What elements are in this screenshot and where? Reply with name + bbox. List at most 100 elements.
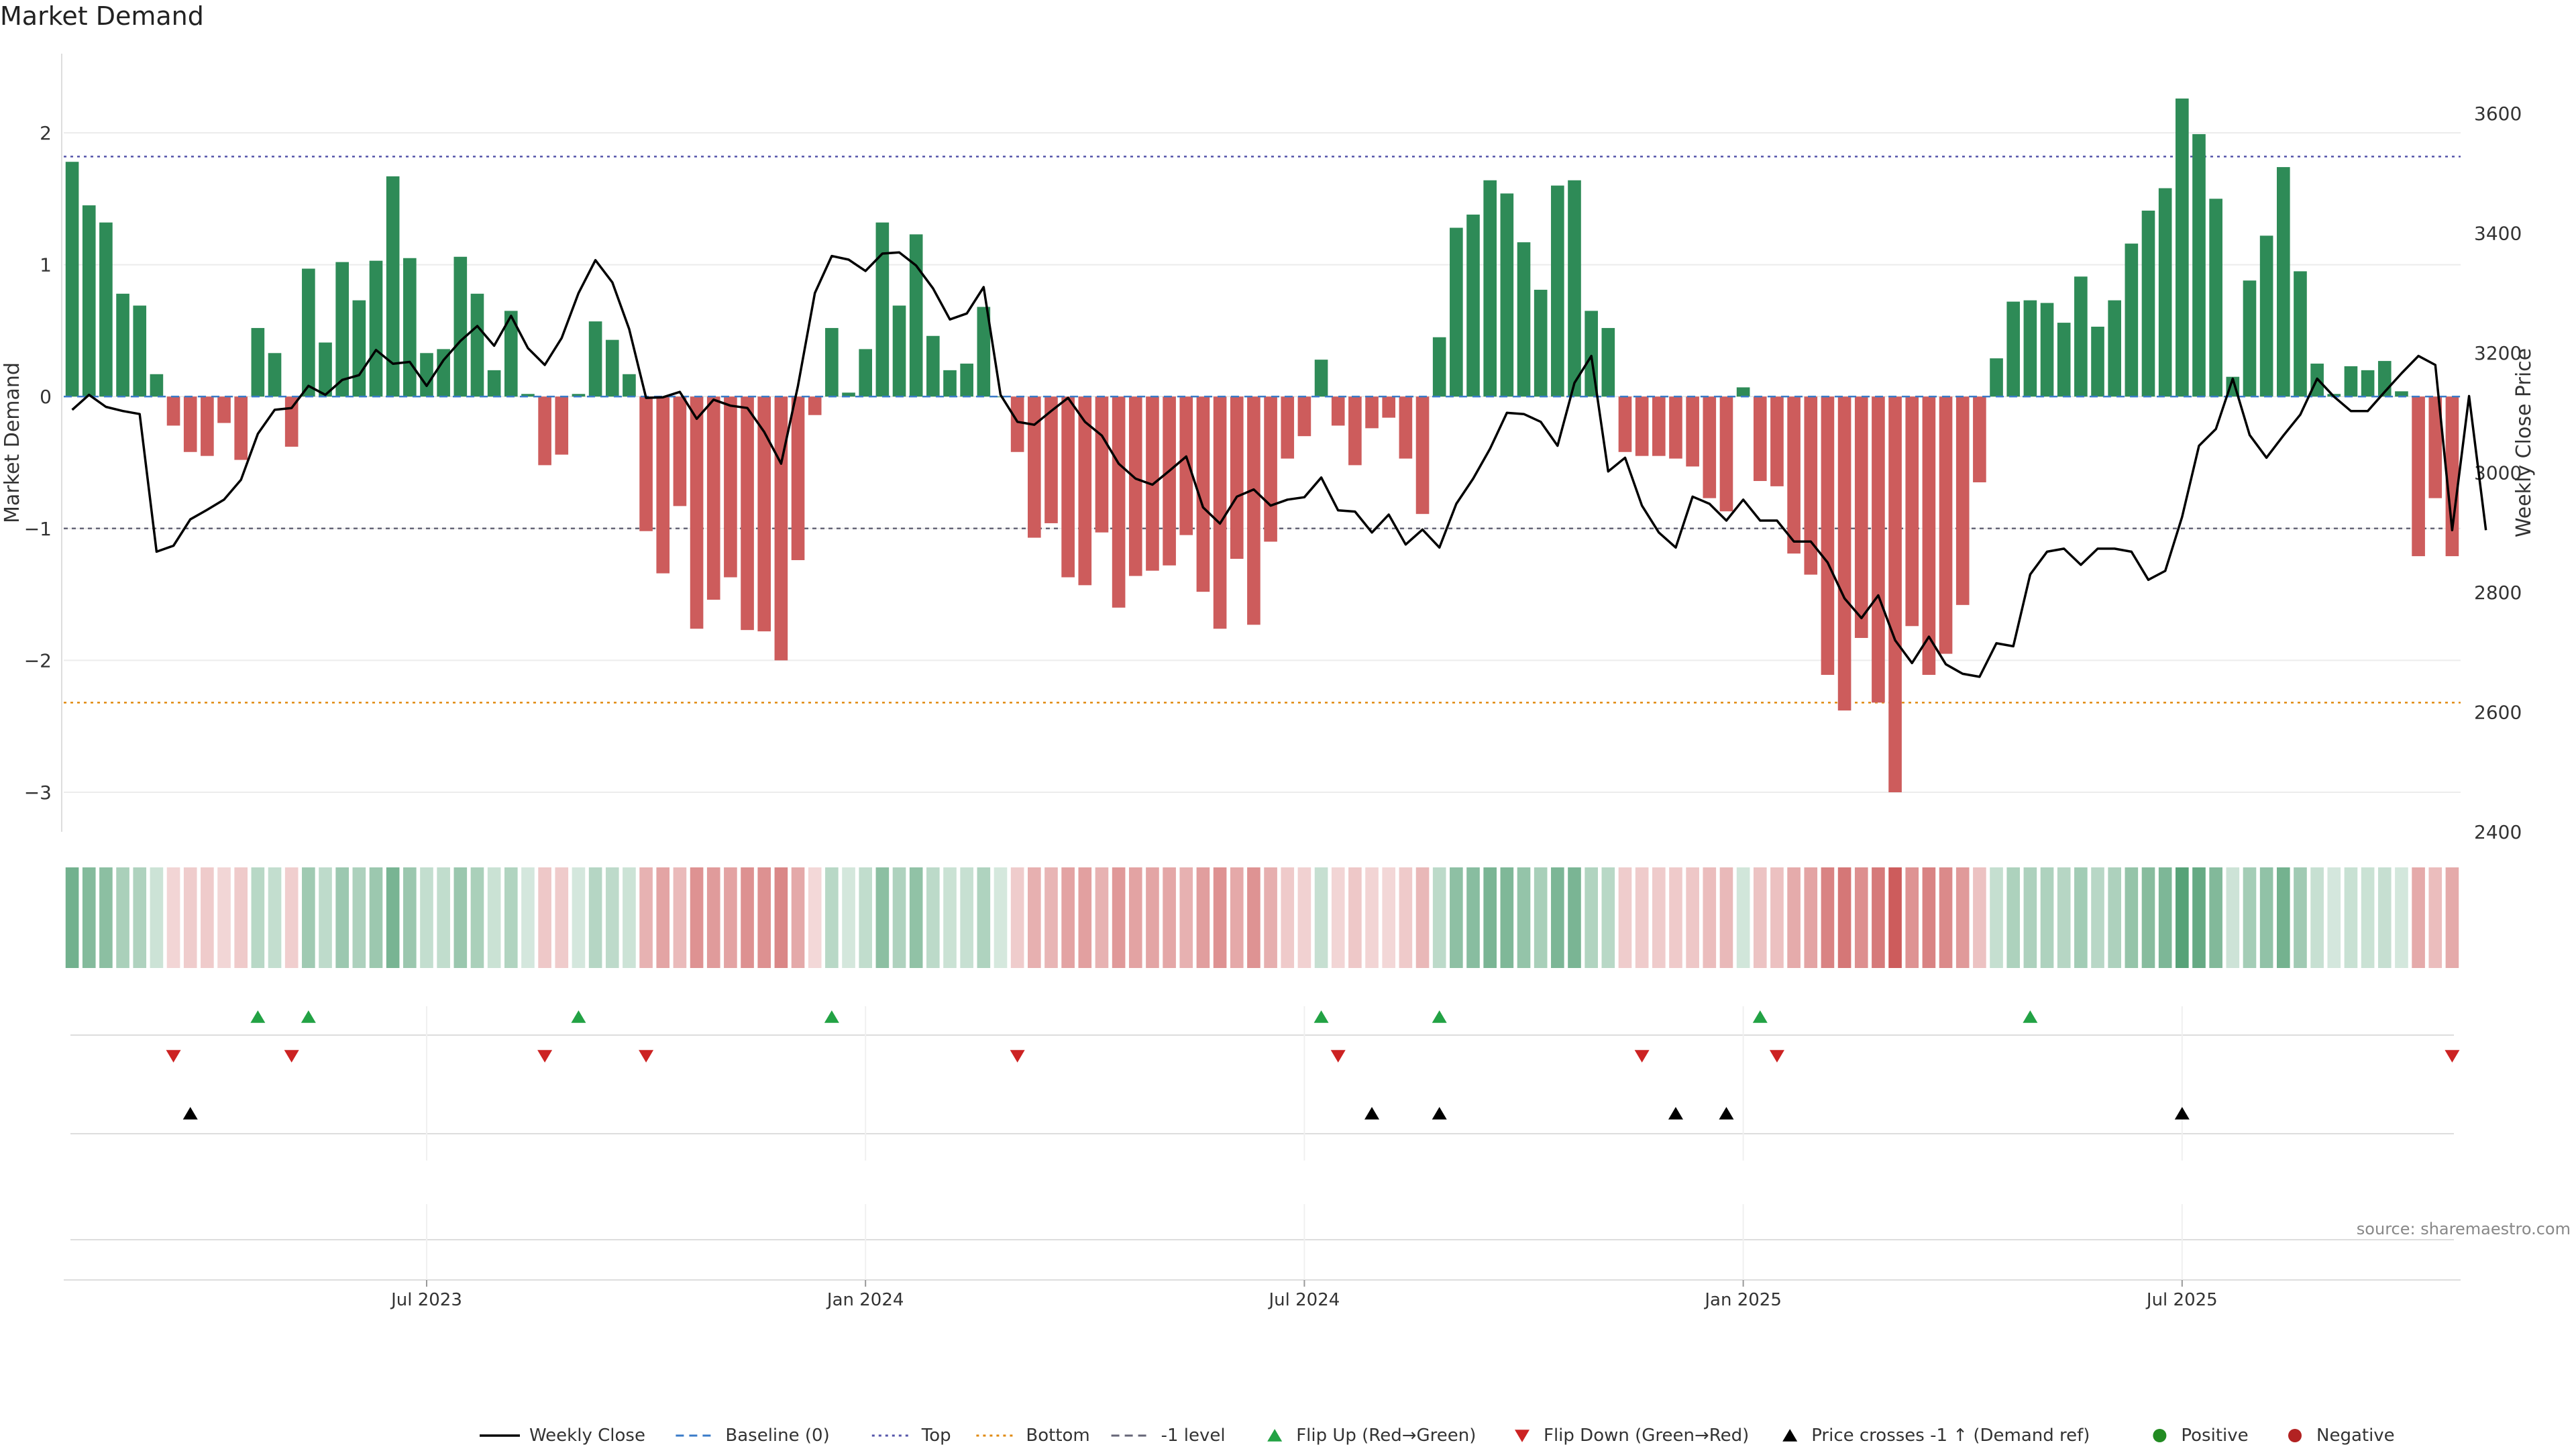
demand-bar (623, 374, 636, 397)
demand-heat-cell (842, 867, 855, 968)
demand-heat-cell (1770, 867, 1784, 968)
demand-heat-cell (690, 867, 704, 968)
demand-bar (1163, 396, 1176, 566)
demand-heat-cell (2327, 867, 2341, 968)
demand-heat-cell (1348, 867, 1362, 968)
y-tick-label: 1 (40, 254, 52, 276)
flip-up-marker (571, 1010, 586, 1023)
demand-heat-cell (2176, 867, 2189, 968)
demand-bar (284, 396, 299, 447)
demand-heat-cell (1281, 867, 1295, 968)
demand-heat-cell (2141, 867, 2155, 968)
demand-bar (403, 258, 417, 397)
demand-heat-cell (1551, 867, 1564, 968)
demand-bar (82, 205, 96, 397)
legend-marker-swatch (1782, 1429, 1798, 1442)
demand-bar (572, 394, 586, 397)
demand-bar (116, 293, 129, 397)
demand-heat-cell (487, 867, 501, 968)
demand-heat-cell (2412, 867, 2425, 968)
demand-heat-cell (909, 867, 923, 968)
demand-heat-cell (403, 867, 417, 968)
demand-heat-cell (2091, 867, 2104, 968)
demand-heat-cell (977, 867, 991, 968)
demand-bar (2108, 300, 2121, 397)
demand-heat-cell (2226, 867, 2240, 968)
demand-heat-cell (1601, 867, 1615, 968)
demand-bar (892, 305, 906, 397)
demand-bar (453, 256, 468, 397)
demand-heat-cell (234, 867, 248, 968)
demand-heat-cell (1939, 867, 1953, 968)
demand-heat-cell (1736, 867, 1750, 968)
y-tick-label: 2 (40, 122, 52, 144)
demand-heat-cell (1872, 867, 1885, 968)
demand-heat-cell (555, 867, 569, 968)
demand-bar (2259, 235, 2273, 397)
demand-heat-cell (2395, 867, 2408, 968)
demand-heat-cell (2209, 867, 2222, 968)
demand-bar (1297, 396, 1311, 437)
price-cross-marker (2174, 1107, 2190, 1120)
weekly-close-line (71, 251, 2487, 678)
demand-heat-cell (605, 867, 619, 968)
demand-heat-cell (420, 867, 433, 968)
demand-heat-cell (201, 867, 214, 968)
demand-heat-cell (1095, 867, 1109, 968)
x-tick-label: Jul 2024 (1267, 1290, 1340, 1310)
demand-heat-cell (2276, 867, 2290, 968)
y2-tick-label: 2400 (2474, 821, 2522, 843)
demand-heat-cell (623, 867, 636, 968)
demand-bar (1466, 214, 1480, 397)
demand-bar (251, 327, 265, 397)
demand-bar (2074, 276, 2088, 397)
y2-tick-label: 3400 (2474, 223, 2522, 245)
demand-bar (1483, 180, 1497, 397)
demand-heat-cell (82, 867, 96, 968)
demand-bar (1179, 396, 1193, 535)
demand-heat-cell (706, 867, 720, 968)
demand-bar (1652, 396, 1666, 456)
demand-heat-cell (251, 867, 265, 968)
y2-tick-label: 3200 (2474, 342, 2522, 364)
demand-bar (1753, 396, 1767, 482)
demand-bar (133, 305, 147, 397)
demand-bar (1028, 396, 1041, 538)
demand-bar (1432, 337, 1446, 397)
demand-bar (1736, 387, 1750, 397)
demand-heat-cell (1973, 867, 1986, 968)
demand-heat-cell (1196, 867, 1210, 968)
legend-marker-swatch (1267, 1429, 1283, 1442)
demand-bar (1601, 327, 1615, 397)
demand-bar (1264, 396, 1277, 542)
demand-heat-cell (943, 867, 957, 968)
legend-label: Flip Up (Red→Green) (1296, 1426, 1476, 1446)
demand-heat-cell (1837, 867, 1851, 968)
demand-bar (487, 370, 501, 397)
demand-heat-cell (774, 867, 788, 968)
demand-bar (1669, 396, 1682, 459)
demand-heat-cell (588, 867, 602, 968)
demand-bar (1230, 396, 1244, 559)
demand-heat-cell (2310, 867, 2324, 968)
demand-heat-cell (538, 867, 551, 968)
demand-bar (1450, 227, 1463, 397)
demand-heat-cell (1264, 867, 1277, 968)
demand-heat-cell (757, 867, 771, 968)
legend-label: Positive (2181, 1426, 2248, 1446)
y-tick-label: −3 (24, 782, 52, 804)
demand-bar (1314, 360, 1328, 397)
demand-bar (2445, 396, 2459, 557)
demand-bar (1719, 396, 1733, 512)
demand-bar (1905, 396, 1919, 627)
demand-bar (943, 370, 957, 397)
demand-heat-cell (1534, 867, 1548, 968)
demand-heat-cell (1028, 867, 1041, 968)
legend-label: Negative (2316, 1426, 2395, 1446)
demand-bar (2006, 301, 2021, 397)
demand-heat-cell (1854, 867, 1868, 968)
flip-down-marker (284, 1050, 299, 1063)
demand-heat-cell (2428, 867, 2443, 968)
y-tick-label: 0 (40, 386, 52, 408)
flip-down-marker (537, 1050, 553, 1063)
